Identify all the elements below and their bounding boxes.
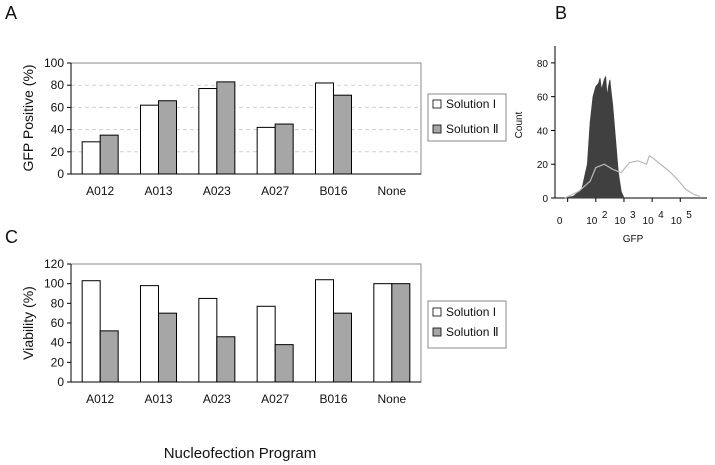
chart-a: 0 20 40 60 80 100 A012 A013 A023 A027 B016 None GF… — [20, 56, 507, 198]
chart-b-x-tick-exponent: 2 — [602, 210, 608, 221]
chart-a-legend-swatch-solution-1 — [432, 99, 442, 109]
chartA-bar-a013-solution-2 — [158, 100, 177, 175]
chartA-x-tick-label: A027 — [261, 184, 289, 198]
chartA-bar-a013-solution-1 — [140, 104, 159, 175]
chartA-y-tick-label: 0 — [57, 167, 64, 181]
chart-a-plot-frame — [70, 62, 422, 175]
chartC-y-tick-label: 100 — [44, 277, 64, 291]
chartA-bar-a027-solution-2 — [274, 123, 294, 175]
chart-c-legend-label-solution-1: Solution I — [446, 305, 496, 319]
chartA-bar-a012-solution-1 — [81, 141, 101, 175]
chart-a-legend: Solution I Solution Ⅱ — [427, 93, 507, 142]
chartC-x-tick-label: A012 — [86, 392, 114, 406]
chartA-bar-a012-solution-2 — [99, 134, 119, 175]
chart-c-legend-label-solution-2: Solution Ⅱ — [446, 325, 499, 339]
chart-b-y-tick-label: 80 — [537, 59, 549, 70]
chartC-y-tick-label: 60 — [51, 316, 65, 330]
chartA-x-tick-label: A012 — [86, 184, 114, 198]
chart-b-x-tick-label: 0 — [557, 216, 563, 227]
chart-a-legend-label-solution-1: Solution I — [446, 97, 496, 111]
panel-label-c: C — [5, 227, 18, 247]
chart-a-y-ticks: 0 20 40 60 80 100 — [44, 56, 72, 181]
chart-b-x-tick-label: 10 — [586, 216, 598, 227]
chartA-bar-b016-solution-1 — [315, 82, 334, 175]
chartC-y-tick-label: 120 — [44, 257, 64, 271]
chart-b-x-tick-exponent: 4 — [658, 210, 664, 221]
chart-a-x-ticks: A012 A013 A023 A027 B016 None — [71, 173, 421, 198]
chartC-bar-none-solution-2 — [391, 283, 411, 383]
chart-b-x-tick-exponent: 3 — [630, 210, 636, 221]
chartC-bar-a027-solution-1 — [256, 305, 276, 383]
chartC-x-tick-label: A027 — [261, 392, 289, 406]
chartC-bar-b016-solution-2 — [333, 312, 352, 383]
chart-a-bars — [81, 81, 352, 175]
chart-a-legend-swatch-solution-2 — [432, 124, 442, 134]
chart-c-bars — [81, 279, 411, 383]
chart-b-histograms — [564, 76, 701, 199]
chart-b-open-histogram — [564, 154, 701, 199]
chart-b-x-tick-label: 10 — [614, 216, 626, 227]
chart-b-y-tick-label: 40 — [537, 126, 549, 137]
chartA-bar-a023-solution-1 — [198, 88, 218, 175]
chart-c-legend: Solution I Solution Ⅱ — [427, 300, 507, 349]
chartA-y-tick-label: 60 — [51, 100, 65, 114]
chart-b-y-tick-label: 20 — [537, 160, 549, 171]
chart-c-y-axis-label: Viability (%) — [20, 286, 36, 360]
chart-c-x-axis-label: Nucleofection Program — [164, 445, 317, 462]
chart-b-x-axis-label: GFP — [623, 234, 644, 245]
chart-a-legend-label-solution-2: Solution Ⅱ — [446, 122, 499, 136]
chart-b-x-tick-exponent: 5 — [686, 210, 692, 221]
chart-c-plot-frame — [70, 263, 422, 383]
chart-b-x-tick-label: 10 — [643, 216, 655, 227]
chartC-y-tick-label: 20 — [51, 355, 65, 369]
chartC-bar-a012-solution-1 — [81, 280, 101, 383]
chartA-x-tick-label: None — [377, 184, 406, 198]
chartA-bar-a027-solution-1 — [256, 126, 276, 175]
chart-c-x-ticks: A012 A013 A023 A027 B016 None — [71, 381, 421, 406]
chartC-bar-none-solution-1 — [373, 283, 393, 383]
chart-c-y-ticks: 0 20 40 60 80 100 120 — [44, 257, 72, 389]
chart-b-y-tick-label: 60 — [537, 93, 549, 104]
chartC-bar-a023-solution-1 — [198, 297, 218, 383]
panel-label-b: B — [555, 3, 567, 23]
chart-c-legend-swatch-solution-2 — [432, 327, 442, 337]
chartA-y-tick-label: 100 — [44, 56, 64, 70]
chartC-bar-a012-solution-2 — [99, 330, 119, 383]
chart-b-filled-histogram — [564, 76, 625, 199]
chartC-y-tick-label: 0 — [57, 375, 64, 389]
chartA-y-tick-label: 20 — [51, 145, 65, 159]
chartC-bar-b016-solution-1 — [315, 279, 334, 383]
panel-label-a: A — [5, 3, 17, 23]
chartA-y-tick-label: 40 — [51, 123, 65, 137]
chart-c-legend-swatch-solution-1 — [432, 307, 442, 317]
chartC-bar-a027-solution-2 — [274, 344, 294, 383]
chartC-y-tick-label: 40 — [51, 336, 65, 350]
chart-c: 0 20 40 60 80 100 120 A012 A013 A023 A027 B016 None… — [20, 257, 507, 462]
chart-a-gridlines — [71, 84, 421, 153]
chart-b-y-tick-label: 0 — [542, 194, 548, 205]
chartA-y-tick-label: 80 — [51, 78, 65, 92]
chartC-x-tick-label: B016 — [319, 392, 347, 406]
chart-b-y-axis-label: Count — [514, 111, 525, 138]
chartC-bar-a023-solution-2 — [216, 336, 236, 383]
chartC-bar-a013-solution-1 — [140, 285, 159, 383]
chartC-y-tick-label: 80 — [51, 296, 65, 310]
chartA-x-tick-label: A023 — [203, 184, 231, 198]
chartA-x-tick-label: B016 — [319, 184, 347, 198]
chartA-bar-b016-solution-2 — [333, 94, 352, 175]
chart-a-y-axis-label: GFP Positive (%) — [20, 64, 36, 171]
chartC-x-tick-label: A023 — [203, 392, 231, 406]
chartC-bar-a013-solution-2 — [158, 312, 177, 383]
chartC-x-tick-label: None — [377, 392, 406, 406]
chartA-x-tick-label: A013 — [144, 184, 172, 198]
chart-b-y-ticks: 0 20 40 60 80 — [537, 59, 555, 205]
chart-b-x-tick-label: 10 — [671, 216, 683, 227]
chartC-x-tick-label: A013 — [144, 392, 172, 406]
chartA-bar-a023-solution-2 — [216, 81, 236, 175]
